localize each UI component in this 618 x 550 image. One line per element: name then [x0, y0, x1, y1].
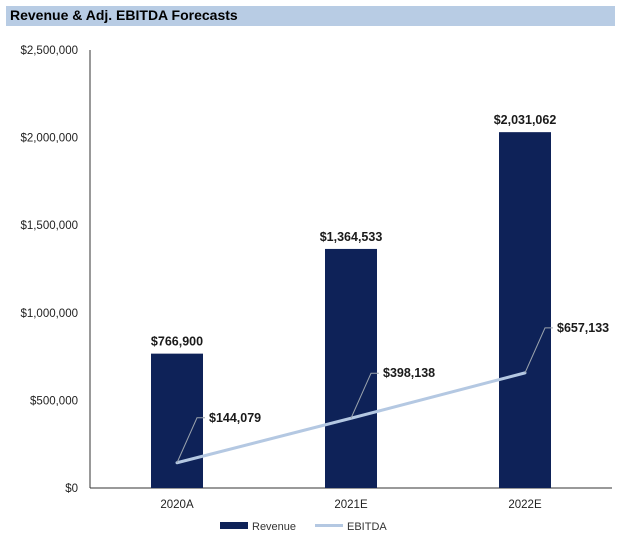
x-tick-label: 2022E — [508, 499, 542, 511]
x-tick-label: 2020A — [160, 499, 194, 511]
revenue-bars — [151, 132, 551, 488]
data-labels: $766,900 $1,364,533 $2,031,062 $144,079 $398… — [151, 113, 609, 425]
revenue-bar — [151, 353, 203, 488]
y-tick-label: $2,500,000 — [20, 45, 78, 57]
revenue-data-label: $2,031,062 — [494, 113, 557, 127]
y-tick-label: $500,000 — [30, 395, 78, 407]
chart-title-bar: Revenue & Adj. EBITDA Forecasts — [6, 6, 615, 26]
ebitda-data-label: $657,133 — [557, 321, 609, 335]
y-tick-label: $0 — [65, 483, 78, 495]
revenue-bar — [499, 132, 551, 488]
x-axis-ticks: 2020A 2021E 2022E — [160, 499, 542, 511]
legend-ebitda-label: EBITDA — [347, 521, 387, 533]
ebitda-leader-line — [524, 327, 553, 374]
chart-title: Revenue & Adj. EBITDA Forecasts — [10, 7, 238, 23]
x-tick-label: 2021E — [334, 499, 368, 511]
revenue-data-label: $1,364,533 — [320, 230, 383, 244]
ebitda-data-label: $398,138 — [383, 366, 435, 380]
ebitda-leader-line — [176, 417, 205, 463]
legend-revenue-swatch — [220, 522, 248, 529]
revenue-data-label: $766,900 — [151, 335, 203, 349]
ebitda-leader-line — [350, 372, 379, 419]
y-tick-label: $2,000,000 — [20, 133, 78, 145]
legend: Revenue EBITDA — [220, 521, 387, 533]
y-tick-label: $1,000,000 — [20, 308, 78, 320]
y-tick-label: $1,500,000 — [20, 220, 78, 232]
y-axis-ticks: $0 $500,000 $1,000,000 $1,500,000 $2,000,000… — [20, 45, 78, 495]
ebitda-data-label: $144,079 — [209, 411, 261, 425]
revenue-bar — [325, 248, 377, 488]
ebitda-line-group — [175, 327, 553, 465]
legend-revenue-label: Revenue — [252, 521, 296, 533]
